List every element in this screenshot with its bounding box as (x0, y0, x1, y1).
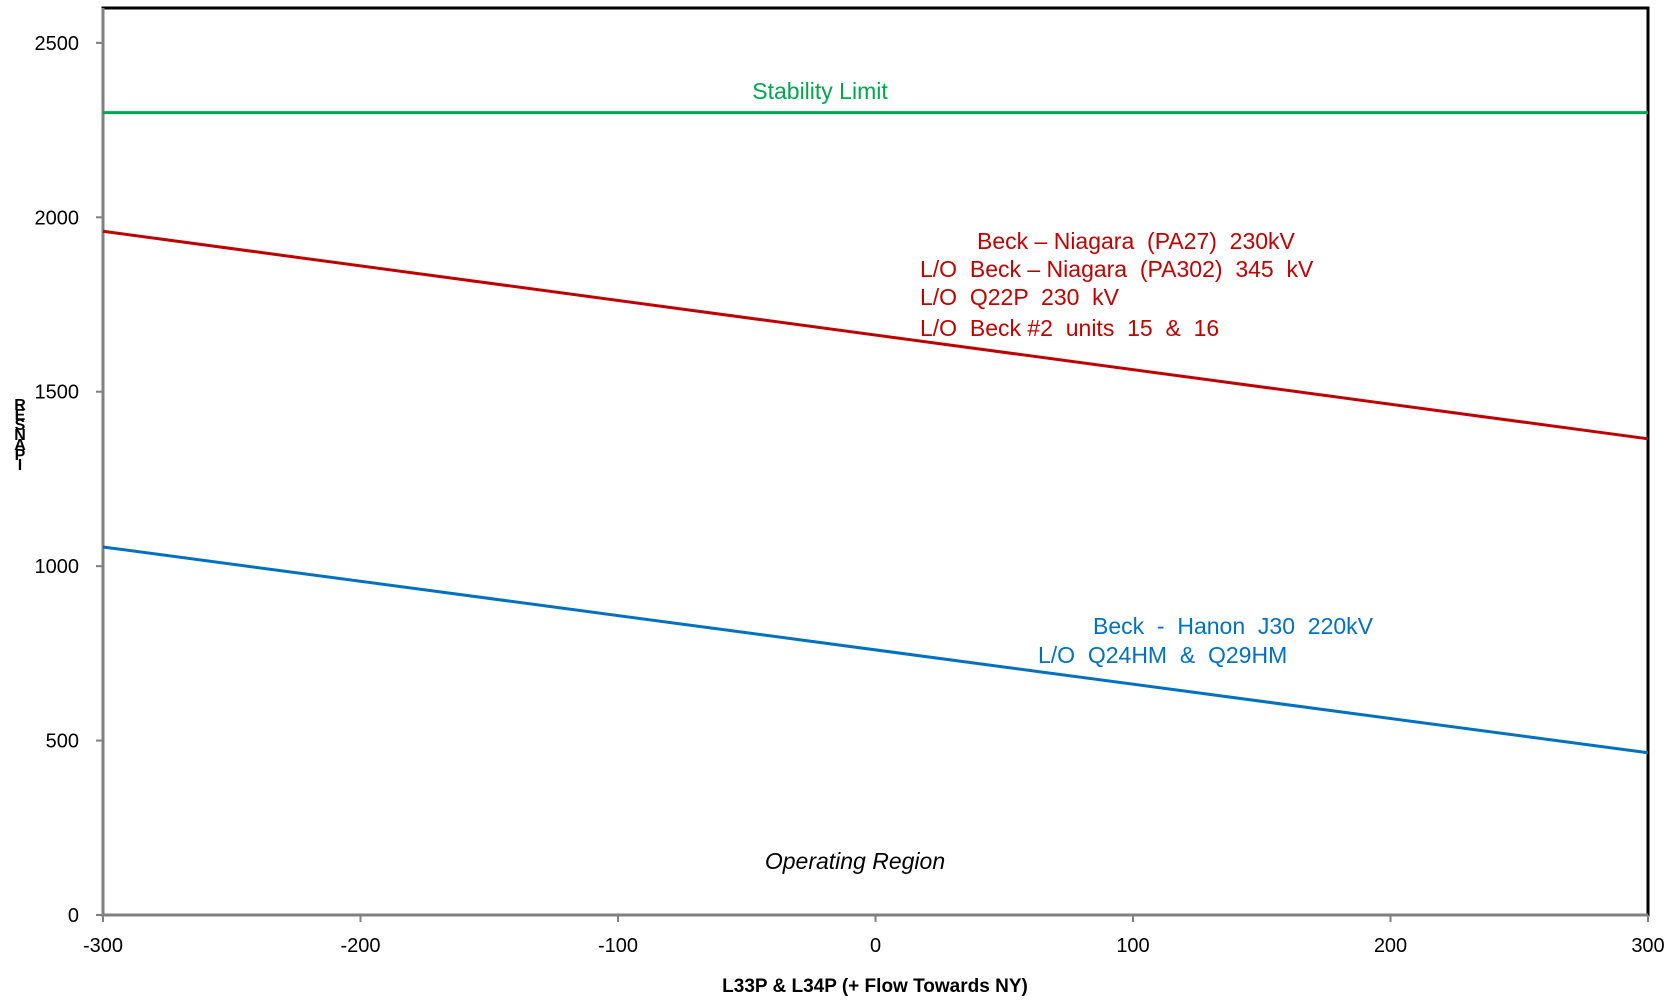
x-tick-label: 200 (1374, 935, 1407, 957)
niagara-annotation: Beck – Niagara (PA27) 230kV L/O Beck – N… (920, 228, 1314, 341)
x-tick-label: -300 (83, 935, 123, 957)
y-tick-label: 2500 (35, 33, 80, 55)
series-line (102, 229, 1649, 441)
y-axis-label-char: S (15, 417, 26, 434)
niagara-annotation-line: L/O Q22P 230 kV (920, 284, 1120, 310)
y-axis-ticks: 0 500 1000 1500 2000 2500 (35, 33, 103, 927)
y-axis-label-char: A (14, 437, 26, 454)
y-tick-label: 1500 (35, 382, 80, 404)
hanon-annotation-line: L/O Q24HM & Q29HM (1038, 642, 1287, 668)
niagara-annotation-line: Beck – Niagara (PA27) 230kV (977, 228, 1296, 254)
x-axis-ticks: -300 -200 -100 0 100 200 300 (83, 915, 1665, 957)
hanon-annotation-line: Beck - Hanon J30 220kV (1093, 613, 1374, 639)
y-axis-label-char: I (18, 457, 22, 474)
y-tick-label: 2000 (35, 207, 80, 229)
series-layer (102, 111, 1649, 755)
x-tick-label: -200 (340, 935, 380, 957)
y-tick-label: 0 (68, 905, 79, 927)
x-tick-label: 100 (1116, 935, 1149, 957)
x-tick-label: 300 (1631, 935, 1664, 957)
stability-limit-label: Stability Limit (752, 78, 888, 104)
y-tick-label: 500 (46, 731, 79, 753)
hanon-annotation: Beck - Hanon J30 220kV L/O Q24HM & Q29HM (1038, 613, 1374, 668)
operating-region-label: Operating Region (765, 848, 945, 874)
niagara-annotation-line: L/O Beck #2 units 15 & 16 (920, 315, 1219, 341)
y-tick-label: 1000 (35, 556, 80, 578)
x-axis-label: L33P & L34P (+ Flow Towards NY) (722, 976, 1028, 997)
y-axis-label-char: P (15, 447, 26, 464)
series-line (102, 545, 1649, 755)
y-axis-label-char: E (15, 407, 26, 424)
y-axis-label-char: R (14, 397, 26, 414)
y-axis-label-char: N (14, 427, 26, 444)
plot-area (101, 6, 1650, 917)
x-tick-label: -100 (598, 935, 638, 957)
niagara-annotation-line: L/O Beck – Niagara (PA302) 345 kV (920, 256, 1314, 282)
x-tick-label: 0 (870, 935, 881, 957)
